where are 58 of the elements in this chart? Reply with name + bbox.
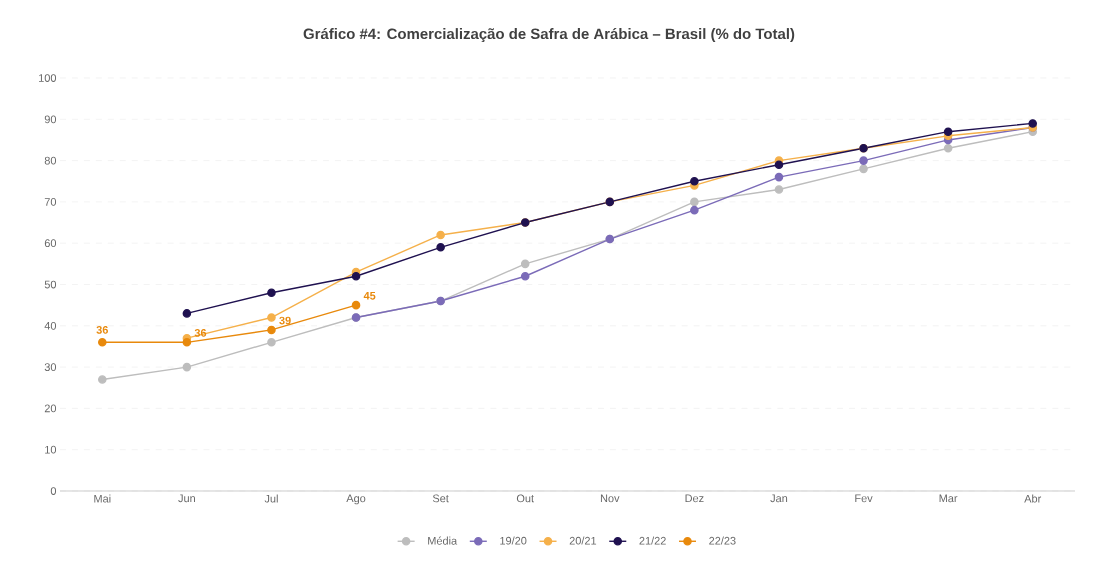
x-tick-label: Jun (178, 494, 195, 503)
point (182, 309, 192, 318)
x-tick-label: Ago (346, 494, 366, 505)
point (690, 176, 699, 186)
chart-title: Gráfico #4: Comercialização de Safra de Arábica – Brasil (% do Total) (303, 27, 795, 43)
y-tick-label: 20 (44, 404, 57, 413)
legend-label: 21/22 (639, 536, 666, 545)
y-tick-label: 80 (44, 156, 57, 165)
y-tick-label: 60 (44, 239, 57, 248)
point (774, 160, 784, 170)
x-tick-label: Jan (770, 494, 788, 503)
point (436, 243, 445, 252)
y-tick-label: 0 (50, 487, 57, 495)
point (690, 205, 699, 215)
point (520, 259, 530, 269)
x-tick-label: Set (432, 494, 449, 503)
data-label: 39 (279, 316, 291, 325)
x-tick-label: Out (516, 494, 534, 503)
point (859, 156, 868, 165)
point (774, 185, 784, 194)
point (267, 338, 276, 347)
point (182, 362, 192, 372)
data-label: 45 (363, 292, 376, 300)
y-tick-label: 100 (39, 74, 57, 82)
legend-label: 20/21 (569, 536, 597, 545)
y-tick-label: 70 (44, 198, 57, 206)
x-tick-label: Jul (264, 494, 278, 503)
point (943, 127, 953, 136)
point (267, 313, 276, 322)
point (690, 197, 699, 207)
legend-label: Média (428, 536, 458, 545)
point (774, 172, 784, 182)
point (351, 271, 361, 281)
x-tick-label: Mai (94, 494, 111, 503)
point (520, 271, 530, 281)
y-tick-label: 50 (44, 280, 57, 289)
x-tick-label: Mar (939, 494, 958, 503)
point (351, 300, 361, 310)
legend-label: 22/23 (709, 536, 736, 545)
point (436, 230, 445, 240)
point (98, 338, 107, 347)
point (267, 325, 276, 335)
data-label: 36 (96, 326, 108, 334)
y-tick-label: 40 (44, 321, 57, 330)
x-tick-label: Dez (685, 494, 704, 503)
x-tick-label: Abr (1024, 494, 1042, 503)
point (943, 143, 953, 153)
y-tick-label: 30 (44, 363, 57, 371)
legend-label: 19/20 (500, 536, 527, 545)
y-tick-label: 90 (44, 115, 57, 124)
point (1028, 119, 1037, 128)
y-tick-label: 10 (45, 445, 57, 454)
x-tick-label: Fev (855, 494, 873, 503)
point (182, 338, 192, 347)
point (98, 375, 107, 384)
point (859, 164, 868, 174)
point (267, 288, 276, 298)
x-tick-label: Nov (600, 494, 620, 503)
